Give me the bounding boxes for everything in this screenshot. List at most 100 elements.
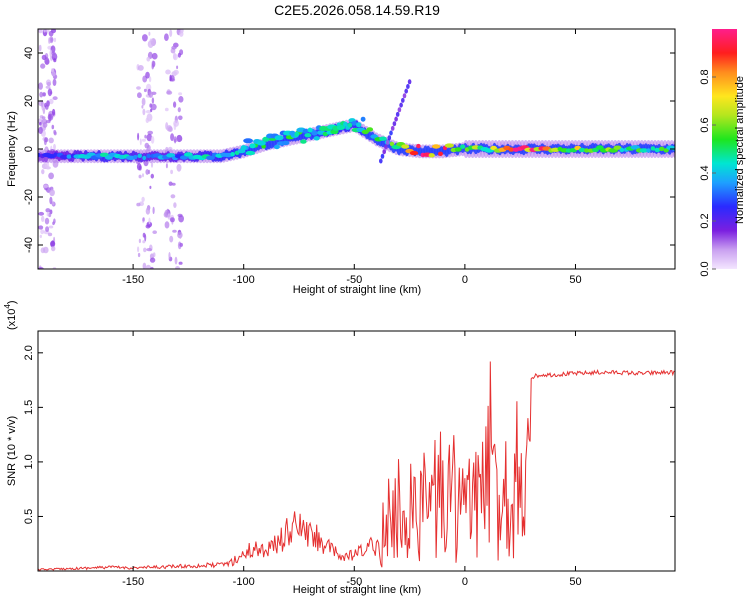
spectrogram-noise-blob xyxy=(41,215,45,222)
spectrogram-ridge-blob xyxy=(60,154,69,160)
spectrogram-noise-blob xyxy=(38,211,45,216)
spectrogram-branch-blob xyxy=(394,116,398,122)
spectrogram-noise-blob xyxy=(176,163,182,172)
spectrogram-noise-blob xyxy=(38,126,43,134)
spectrogram-noise-blob xyxy=(48,30,54,37)
spectrogram-noise-blob xyxy=(45,226,50,233)
spectrogram-noise-blob xyxy=(40,229,45,235)
spectrogram-noise-blob xyxy=(177,107,181,113)
spectrogram-noise-blob xyxy=(142,173,144,178)
spectrogram-branch-blob xyxy=(256,140,266,146)
spectrogram-noise-blob xyxy=(178,261,183,265)
spectrogram-y-label: Frequency (Hz) xyxy=(6,111,18,187)
spectrogram-branch-blob xyxy=(243,138,254,144)
spectrogram-noise-blob xyxy=(173,202,177,209)
spectrogram-noise-blob xyxy=(137,246,140,253)
colorbar-ticks: 0.0 0.2 0.4 0.6 0.8 xyxy=(699,69,716,277)
spectrogram-noise-blob xyxy=(176,134,183,143)
spectrogram-ridge-blob xyxy=(630,145,640,150)
spectrogram-ridge-blob xyxy=(230,152,235,157)
spectrogram-noise-blob xyxy=(145,117,149,124)
spectrogram-ridge-blob xyxy=(584,148,589,153)
spectrogram-noise-blob xyxy=(41,169,45,175)
spectrogram-noise-blob xyxy=(137,92,142,99)
spectrogram-noise-blob xyxy=(170,169,174,175)
spectrogram-noise-blob xyxy=(39,234,42,239)
spectrogram-ridge-blob xyxy=(142,155,147,161)
spectrogram-branch-blob xyxy=(307,127,313,133)
spectrogram-ridge-blob xyxy=(137,153,142,158)
spectrogram-noise-blob xyxy=(179,234,182,239)
spectrogram-noise-blob xyxy=(138,174,142,179)
spectrogram-noise-blob xyxy=(179,242,183,247)
spectrogram-noise-blob xyxy=(168,252,171,260)
spectrogram-noise-blob xyxy=(176,65,179,70)
spectrogram-noise-blob xyxy=(145,207,151,215)
spectrogram-noise-blob xyxy=(179,31,184,37)
spectrogram-noise-blob xyxy=(42,92,46,97)
spectrogram-noise-blob xyxy=(44,137,49,143)
spectrogram-noise-blob xyxy=(52,78,57,86)
spectrogram-noise-blob xyxy=(38,225,44,230)
spectrogram-noise-blob xyxy=(178,115,183,121)
spectrogram-noise-blob xyxy=(165,163,168,169)
spectrogram-noise-blob xyxy=(48,98,54,105)
spectrogram-ridge-blob xyxy=(179,155,189,160)
spectrogram-noise-blob xyxy=(169,29,173,37)
spectrogram-noise-blob xyxy=(164,221,170,229)
spectrogram-branch-blob xyxy=(384,144,388,150)
spectrogram-noise-blob xyxy=(145,224,151,229)
spectrogram-noise-blob xyxy=(48,172,54,180)
spectrogram-branch-blob xyxy=(407,79,412,85)
spectrogram-ridge-blob xyxy=(639,148,649,153)
spectrogram-branch-blob xyxy=(347,122,353,128)
spectrogram-noise-blob xyxy=(167,213,171,220)
spectrogram-branch-blob xyxy=(397,107,402,113)
spectrogram-noise-blob xyxy=(171,45,177,50)
spectrogram-ridge-blob xyxy=(379,136,387,141)
spectrogram-noise-blob xyxy=(47,232,53,237)
spectrogram-noise-blob xyxy=(51,71,56,77)
spectrogram-noise-blob xyxy=(150,108,153,112)
spectrogram-noise-blob xyxy=(177,52,181,58)
spectrogram-marks xyxy=(38,29,675,269)
spectrogram-ridge-blob xyxy=(206,155,215,160)
snr-x-label: Height of straight line (km) xyxy=(293,584,421,596)
spectrogram-ridge-blob xyxy=(578,147,586,153)
spectrogram-noise-blob xyxy=(173,136,177,144)
spectrogram-noise-blob xyxy=(150,266,154,269)
spectrogram-noise-blob xyxy=(49,196,53,205)
spectrogram-noise-blob xyxy=(141,196,145,202)
spectrogram-noise-blob xyxy=(45,79,52,86)
spectrogram-noise-blob xyxy=(149,257,156,263)
spectrogram-noise-blob xyxy=(172,229,177,233)
spectrogram-panel: -150 -100 -50 0 50 -40 -20 0 20 40 Height of str… xyxy=(6,28,676,296)
spectrogram-noise-blob xyxy=(48,37,51,44)
spectrogram-x-tick-label: 50 xyxy=(569,274,581,286)
spectrogram-noise-blob xyxy=(150,161,154,168)
spectrogram-branch-blob xyxy=(262,136,270,142)
spectrogram-noise-blob xyxy=(145,169,149,175)
spectrogram-ridge-blob xyxy=(133,154,138,160)
snr-y-tick-label: 1.0 xyxy=(23,454,35,469)
spectrogram-ridge-blob xyxy=(184,152,193,157)
spectrogram-ridge-blob xyxy=(508,147,515,152)
spectrogram-noise-blob xyxy=(45,161,50,169)
spectrogram-noise-blob xyxy=(53,58,57,63)
spectrogram-noise-blob xyxy=(52,221,55,226)
spectrogram-branch-blob xyxy=(390,125,395,131)
spectrogram-x-tick-label: -150 xyxy=(122,274,144,286)
spectrogram-y-ticks: -40 -20 0 20 40 xyxy=(23,47,675,253)
spectrogram-noise-blob xyxy=(145,71,150,79)
spectrogram-branch-blob xyxy=(387,135,392,141)
spectrogram-noise-blob xyxy=(52,108,56,116)
spectrogram-ridge-blob xyxy=(654,147,661,153)
spectrogram-noise-blob xyxy=(45,29,50,33)
spectrogram-noise-blob xyxy=(151,97,155,104)
spectrogram-noise-blob xyxy=(151,52,158,60)
spectrogram-noise-blob xyxy=(145,110,152,114)
spectrogram-ridge-blob xyxy=(300,139,307,144)
spectrogram-noise-blob xyxy=(41,54,47,61)
spectrogram-noise-blob xyxy=(148,91,154,98)
spectrogram-noise-blob xyxy=(45,120,51,124)
